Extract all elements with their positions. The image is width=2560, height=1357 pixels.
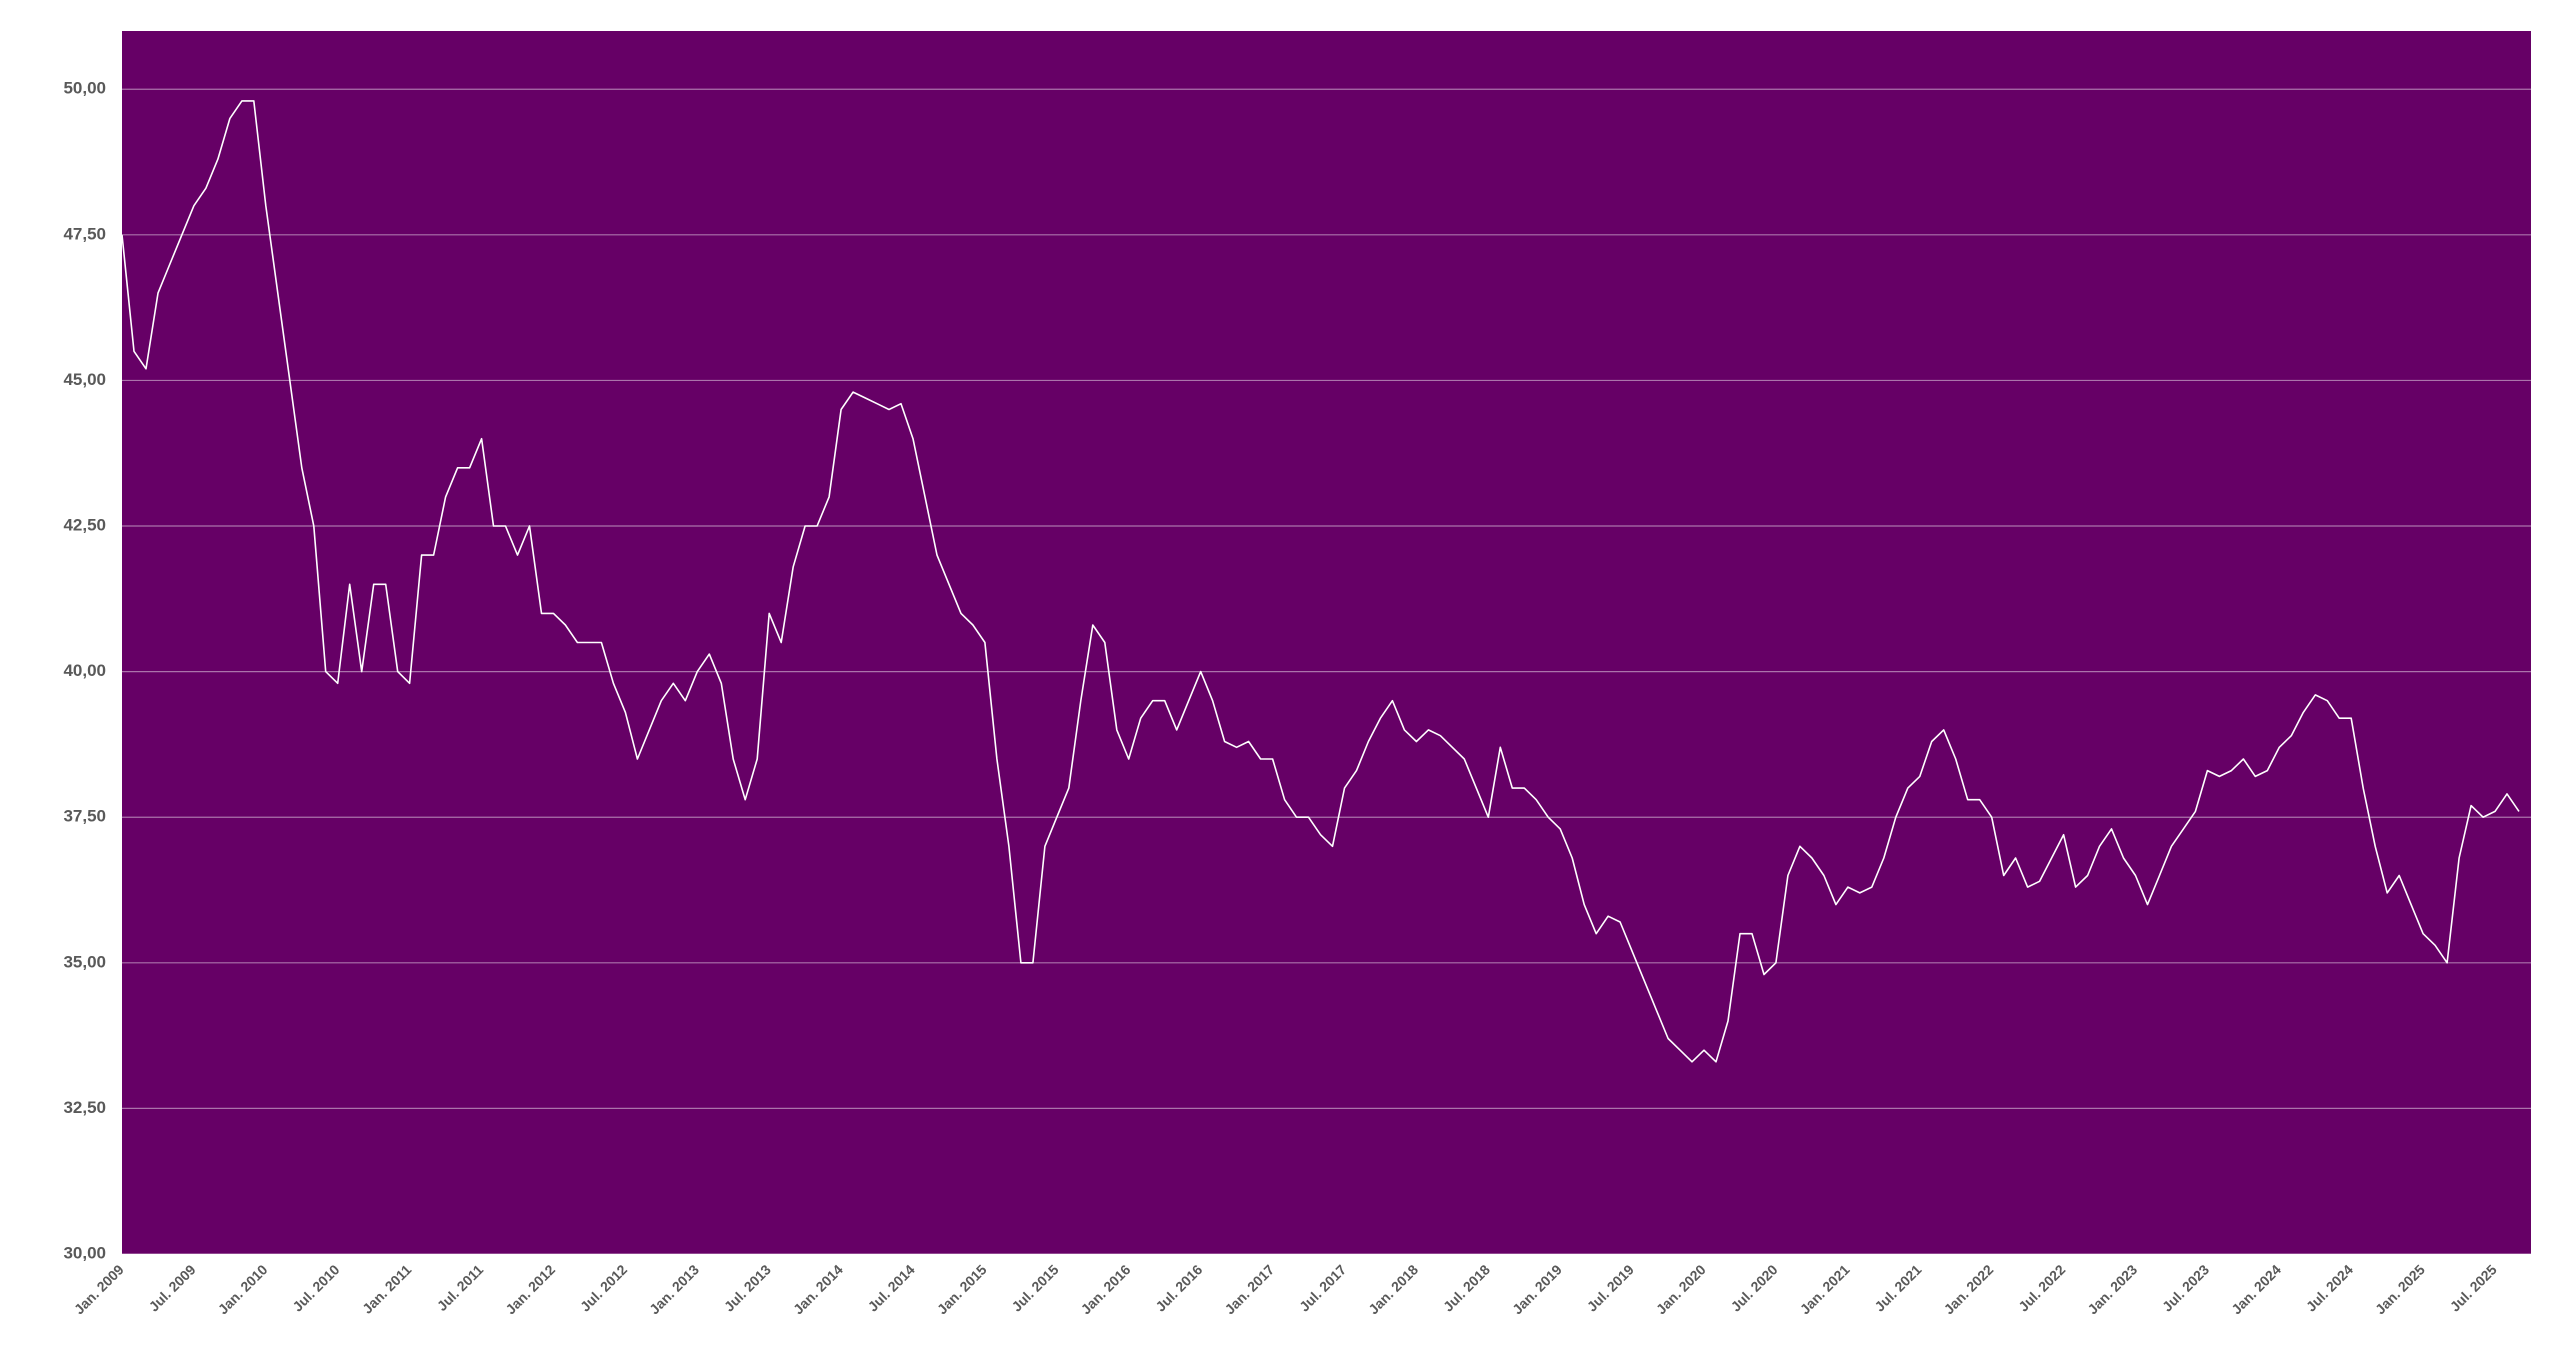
- x-tick-label: Jul. 2009: [146, 1261, 199, 1314]
- x-tick-label: Jan. 2014: [790, 1261, 846, 1317]
- x-tick-label: Jul. 2024: [2303, 1261, 2356, 1314]
- x-tick-label: Jul. 2014: [865, 1261, 918, 1314]
- line: [121, 100, 2520, 1063]
- x-tick-label: Jan. 2012: [502, 1261, 558, 1317]
- x-tick-label: Jan. 2010: [215, 1261, 271, 1317]
- x-tick-label: Jan. 2015: [934, 1261, 990, 1317]
- y-tick-label: 35,00: [63, 952, 106, 971]
- y-tick-label: 30,00: [63, 1243, 106, 1262]
- x-tick-label: Jan. 2023: [2084, 1261, 2140, 1317]
- x-tick-label: Jul. 2016: [1152, 1261, 1205, 1314]
- x-tick-label: Jul. 2015: [1008, 1261, 1061, 1314]
- x-tick-label: Jul. 2020: [1728, 1261, 1781, 1314]
- y-tick-label: 40,00: [63, 661, 106, 680]
- y-tick-label: 42,50: [63, 516, 106, 535]
- x-tick-label: Jan. 2013: [646, 1261, 702, 1317]
- x-tick-label: Jul. 2025: [2447, 1261, 2500, 1314]
- x-tick-label: Jul. 2017: [1296, 1261, 1349, 1314]
- x-tick-label: Jul. 2023: [2159, 1261, 2212, 1314]
- x-tick-label: Jul. 2018: [1440, 1261, 1493, 1314]
- x-tick-label: Jul. 2013: [721, 1261, 774, 1314]
- y-tick-label: 32,50: [63, 1098, 106, 1117]
- x-tick-label: Jul. 2011: [434, 1261, 487, 1314]
- x-tick-label: Jul. 2010: [289, 1261, 342, 1314]
- x-tick-label: Jan. 2024: [2228, 1261, 2284, 1317]
- y-tick-label: 37,50: [63, 807, 106, 826]
- x-tick-label: Jan. 2025: [2372, 1261, 2428, 1317]
- x-tick-label: Jan. 2019: [1509, 1261, 1565, 1317]
- x-tick-label: Jul. 2019: [1584, 1261, 1637, 1314]
- x-tick-label: Jan. 2016: [1078, 1261, 1134, 1317]
- x-tick-label: Jan. 2020: [1653, 1261, 1709, 1317]
- x-tick-label: Jul. 2022: [2015, 1261, 2068, 1314]
- y-tick-label: 45,00: [63, 370, 106, 389]
- x-tick-label: Jan. 2009: [71, 1261, 127, 1317]
- y-tick-label: 50,00: [63, 79, 106, 98]
- plot-area: [122, 31, 2531, 1254]
- x-tick-label: Jan. 2021: [1797, 1261, 1853, 1317]
- x-tick-label: Jan. 2017: [1221, 1261, 1277, 1317]
- x-tick-label: Jul. 2021: [1871, 1261, 1924, 1314]
- y-tick-label: 47,50: [63, 224, 106, 243]
- x-tick-label: Jan. 2022: [1941, 1261, 1997, 1317]
- x-tick-label: Jan. 2018: [1365, 1261, 1421, 1317]
- x-tick-label: Jan. 2011: [359, 1261, 415, 1317]
- x-tick-label: Jul. 2012: [577, 1261, 630, 1314]
